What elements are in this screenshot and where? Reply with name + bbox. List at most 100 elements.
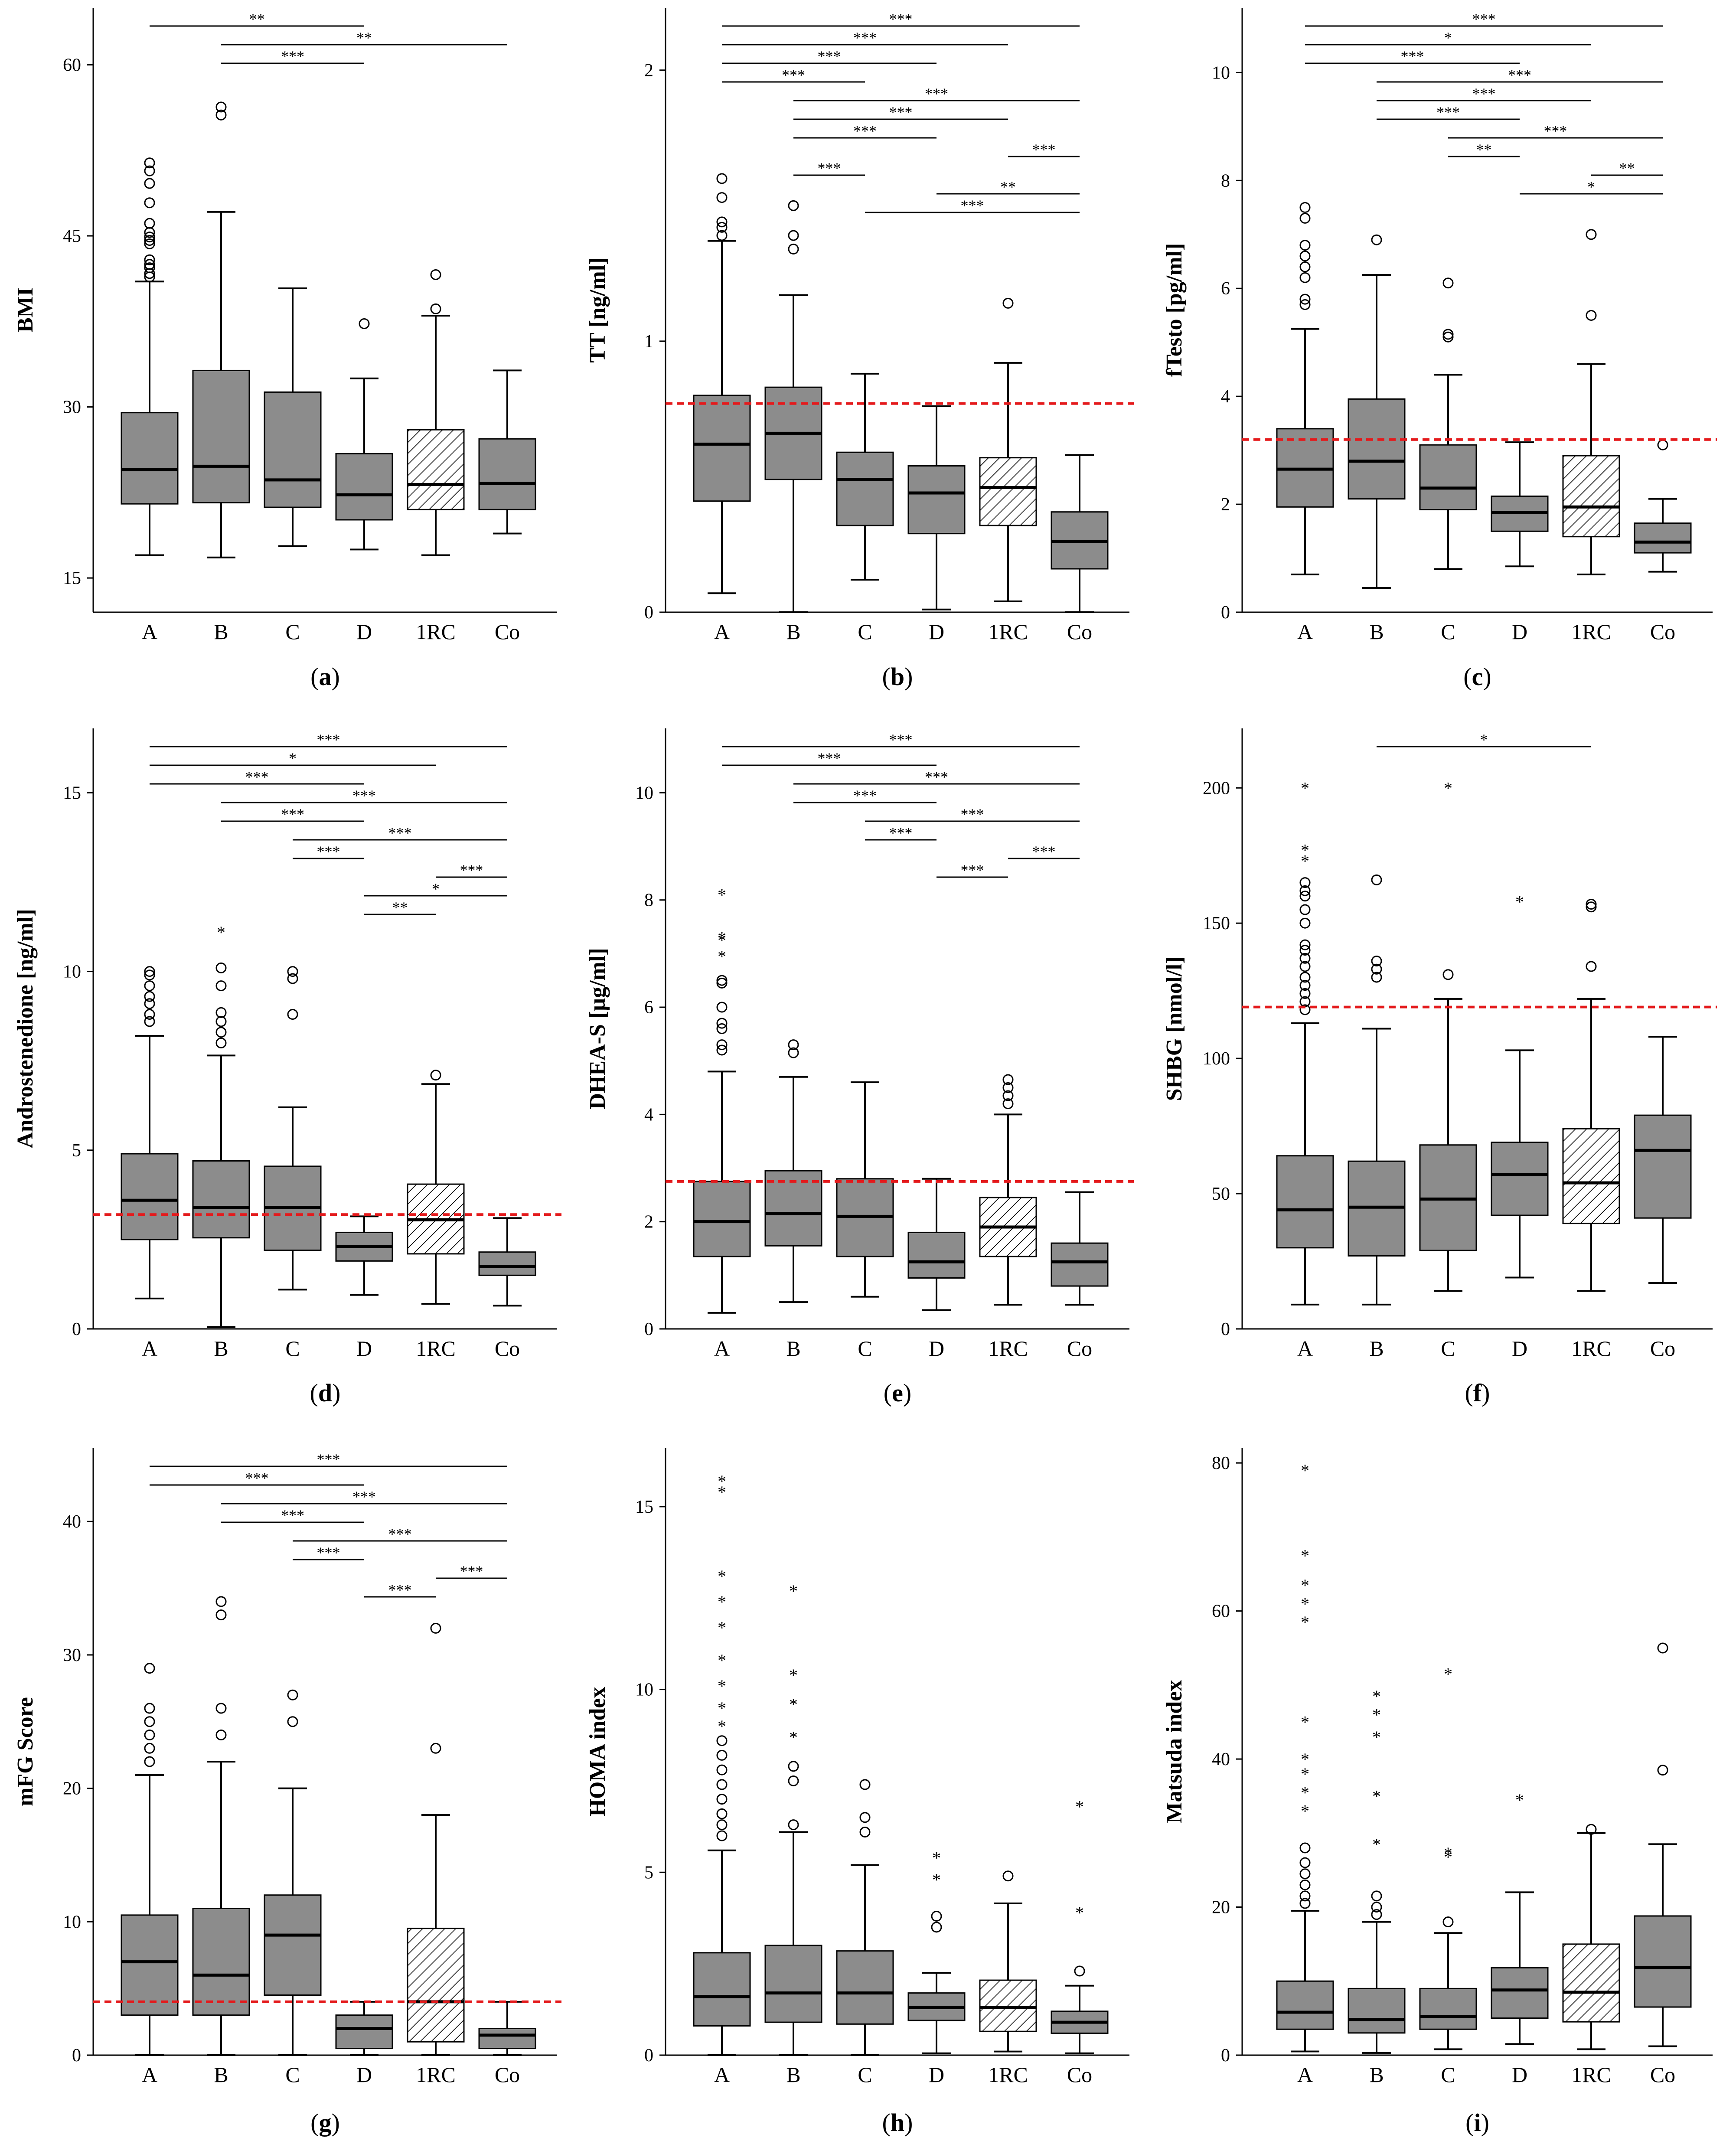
y-tick-label: 30 — [63, 1645, 81, 1665]
box-D — [335, 377, 393, 551]
outlier-circle — [1371, 874, 1382, 885]
y-tick-label: 10 — [635, 1680, 653, 1700]
significance-bracket: *** — [865, 806, 1080, 823]
significance-bracket: *** — [722, 10, 1080, 28]
x-tick-label: Co — [1650, 1336, 1675, 1361]
significance-bracket: *** — [722, 48, 937, 65]
y-tick-label: 20 — [1212, 1898, 1230, 1918]
outlier-circle — [430, 1622, 441, 1634]
y-tick-label: 200 — [1203, 778, 1230, 798]
x-tick-label: 1RC — [988, 1336, 1028, 1361]
x-tick-label: C — [1441, 620, 1455, 644]
y-tick-label: 6 — [1221, 279, 1230, 299]
iqr-box — [979, 457, 1037, 526]
x-tick-label: A — [142, 620, 157, 644]
x-tick-label: C — [858, 620, 872, 644]
outlier-circle — [931, 1922, 942, 1933]
y-axis-title: mFG Score — [13, 1697, 38, 1806]
outlier-star: * — [1301, 1713, 1309, 1732]
significance-label: *** — [245, 1469, 269, 1487]
iqr-box — [693, 1181, 751, 1257]
panel-g: 0 10 20 30 40 mFG Score A B C D 1RC Co (g) *** *** *** *… — [13, 1448, 561, 2137]
box-B — [764, 1831, 822, 2056]
iqr-box — [192, 1160, 250, 1239]
outlier-star: * — [1301, 1576, 1309, 1595]
outlier-star: * — [1301, 1594, 1309, 1614]
iqr-box — [1419, 444, 1477, 511]
x-tick-label: 1RC — [416, 2063, 456, 2087]
y-tick-label: 80 — [1212, 1453, 1230, 1473]
outlier-circle — [1442, 277, 1454, 289]
outlier-circle — [287, 973, 298, 984]
outlier-circle — [859, 1812, 871, 1823]
box-A — [693, 240, 751, 594]
significance-bracket: *** — [1305, 10, 1663, 28]
outlier-star: * — [789, 1665, 798, 1685]
significance-label: *** — [853, 122, 877, 140]
y-tick-label: 40 — [63, 1512, 81, 1532]
significance-label: *** — [460, 862, 483, 879]
box-1RC — [1562, 363, 1620, 575]
significance-label: *** — [818, 48, 841, 65]
iqr-box — [1051, 1242, 1109, 1287]
outlier-circle — [1299, 240, 1311, 251]
iqr-box — [764, 1945, 822, 2023]
significance-bracket: ** — [1448, 141, 1520, 158]
significance-bracket: *** — [722, 731, 1080, 748]
significance-bracket: *** — [221, 48, 364, 65]
significance-bracket: *** — [793, 160, 865, 177]
outlier-star: * — [718, 1618, 726, 1637]
significance-label: *** — [281, 806, 304, 823]
panel-caption: (h) — [882, 2108, 913, 2137]
panel-caption: (a) — [310, 663, 340, 691]
significance-bracket: *** — [1448, 122, 1663, 140]
significance-bracket: *** — [722, 29, 1008, 46]
outlier-circle — [1299, 1842, 1311, 1854]
y-tick-label: 5 — [72, 1141, 81, 1161]
significance-bracket: *** — [293, 824, 507, 842]
box-1RC — [979, 1903, 1037, 2053]
significance-label: * — [1587, 178, 1595, 196]
outlier-star: * — [1075, 1797, 1084, 1817]
box-Co — [1051, 454, 1109, 613]
outlier-circle — [144, 262, 155, 274]
box-D — [907, 1178, 966, 1311]
outlier-circle — [144, 1016, 155, 1027]
significance-bracket: *** — [150, 1469, 364, 1487]
y-tick-label: 50 — [1212, 1184, 1230, 1204]
outlier-star: * — [789, 1581, 798, 1601]
significance-bracket: *** — [937, 862, 1008, 879]
outlier-circle — [716, 173, 728, 184]
outlier-star: * — [718, 1567, 726, 1586]
significance-bracket: *** — [221, 787, 507, 804]
outlier-circle — [1586, 229, 1597, 240]
significance-bracket: *** — [1008, 843, 1080, 860]
outlier-circle — [144, 235, 155, 246]
y-tick-label: 6 — [644, 998, 653, 1018]
outlier-star: * — [1301, 1783, 1309, 1802]
outlier-circle — [1299, 1890, 1311, 1902]
outlier-circle — [1074, 1965, 1085, 1977]
outlier-circle — [144, 218, 155, 229]
outlier-star: * — [718, 1698, 726, 1718]
significance-label: *** — [818, 750, 841, 767]
box-A — [1276, 1910, 1334, 2053]
outlier-circle — [215, 1016, 227, 1027]
x-tick-label: A — [1297, 2063, 1313, 2087]
outlier-circle — [1299, 261, 1311, 272]
significance-bracket: *** — [1377, 85, 1591, 102]
outlier-circle — [144, 165, 155, 176]
outlier-circle — [1657, 1765, 1668, 1776]
iqr-box — [192, 369, 250, 504]
y-tick-label: 10 — [635, 783, 653, 803]
x-tick-label: D — [1512, 620, 1527, 644]
panel-caption: (c) — [1463, 663, 1491, 691]
significance-bracket: *** — [293, 843, 364, 860]
outlier-star: * — [1301, 1749, 1309, 1769]
x-tick-label: A — [714, 2063, 730, 2087]
outlier-circle — [287, 1689, 298, 1700]
outlier-circle — [788, 243, 799, 255]
x-tick-label: Co — [495, 1336, 520, 1361]
